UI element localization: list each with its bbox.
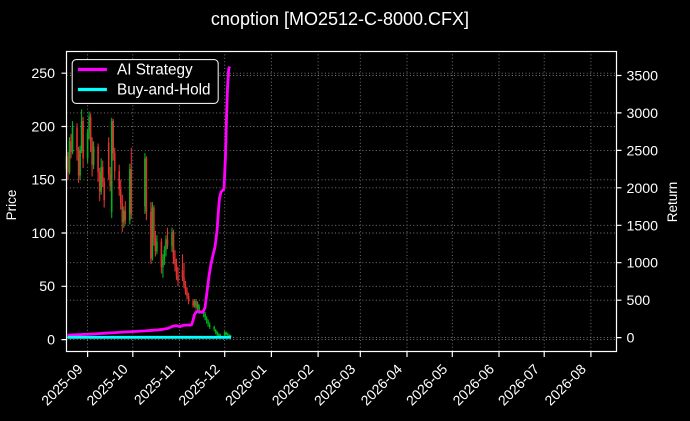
svg-text:Return: Return [665,182,680,223]
svg-text:Buy-and-Hold: Buy-and-Hold [117,82,211,99]
svg-text:500: 500 [627,293,651,309]
svg-text:0: 0 [627,331,635,347]
svg-text:50: 50 [39,279,55,295]
svg-text:150: 150 [31,173,55,189]
svg-text:3000: 3000 [627,106,659,122]
svg-text:Price: Price [4,190,19,221]
svg-text:2500: 2500 [627,143,659,159]
svg-text:100: 100 [31,226,55,242]
svg-text:cnoption [MO2512-C-8000.CFX]: cnoption [MO2512-C-8000.CFX] [211,9,469,29]
svg-text:200: 200 [31,119,55,135]
svg-text:3500: 3500 [627,69,659,85]
svg-text:2000: 2000 [627,181,659,197]
svg-text:0: 0 [47,332,55,348]
svg-text:1500: 1500 [627,218,659,234]
svg-text:1000: 1000 [627,256,659,272]
svg-text:AI Strategy: AI Strategy [117,62,193,79]
svg-text:250: 250 [31,66,55,82]
